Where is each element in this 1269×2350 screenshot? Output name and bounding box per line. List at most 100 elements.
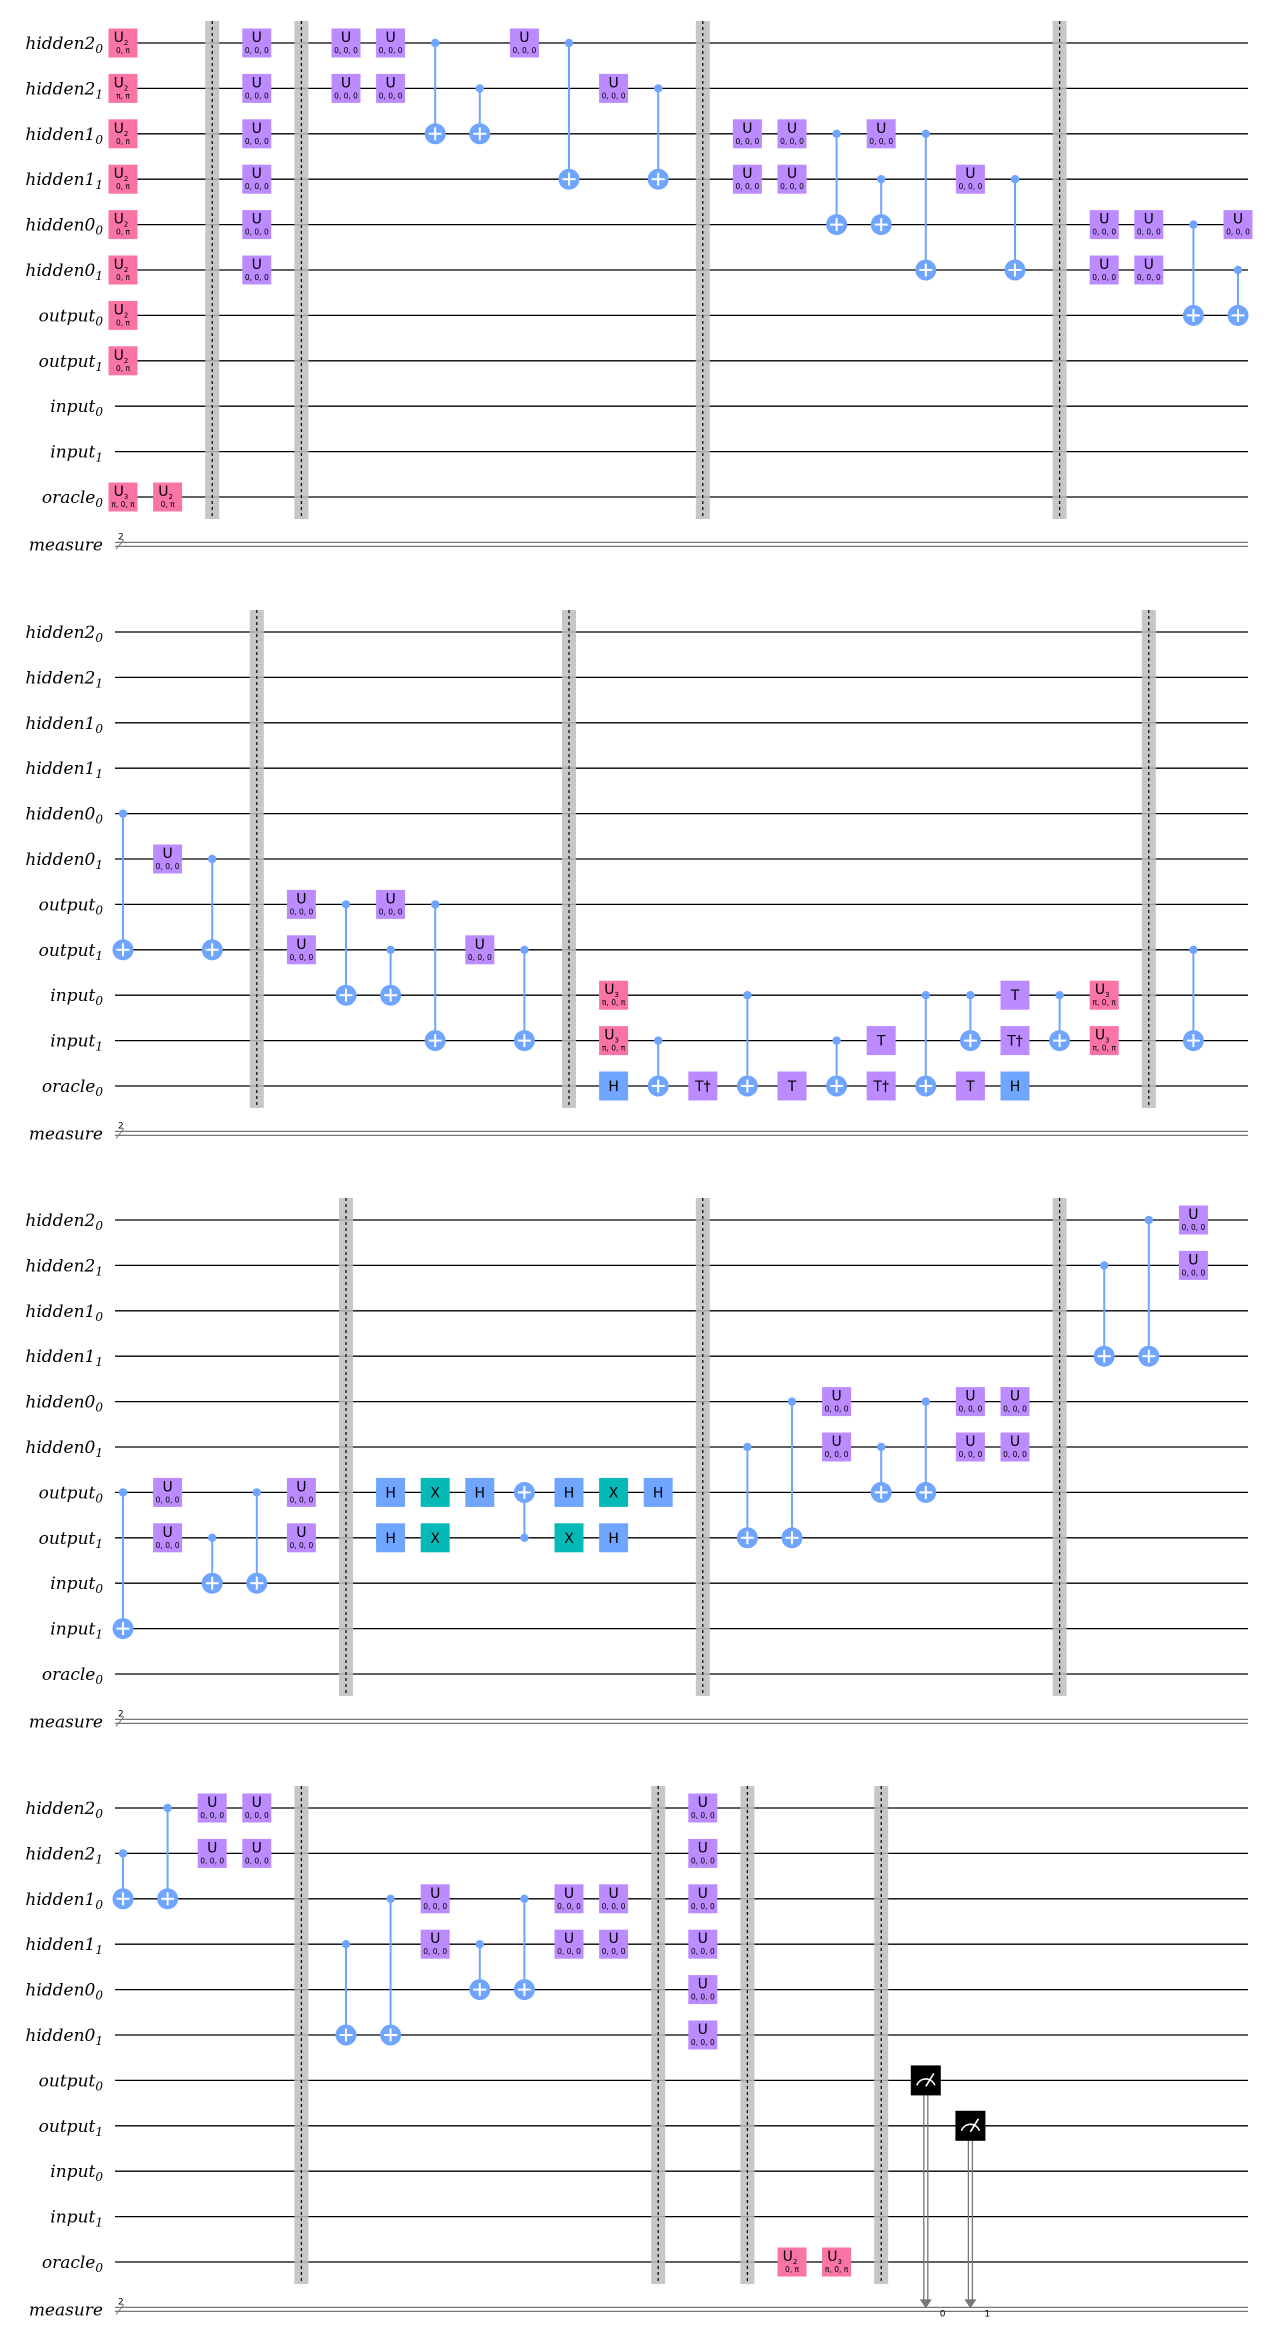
control-dot [520, 1533, 529, 1543]
control-dot [208, 854, 217, 864]
gate-label: U [1010, 1389, 1020, 1405]
qubit-label-text: hidden01 [25, 1438, 103, 1460]
u-gate: U0, 0, 0 [599, 1884, 629, 1914]
gate-label: U [698, 1840, 708, 1856]
gate-params: 0, 0, 0 [379, 46, 403, 55]
gate-label: U [608, 1931, 618, 1947]
gate-box [866, 1026, 896, 1056]
qubit-label-subscript: 0 [95, 994, 103, 1008]
gate-params: 0, 0, 0 [1226, 228, 1250, 237]
gate-box [153, 844, 183, 874]
cnot-gate [380, 1894, 402, 2046]
gate-params: π, 0, π [1093, 998, 1117, 1007]
qubit-label-subscript: 0 [95, 1673, 103, 1687]
qubit-label: input0 [50, 986, 103, 1008]
u-gate: U0, 0, 0 [822, 1387, 852, 1417]
gate-params: π, 0, π [602, 998, 626, 1007]
u-gate: U0, 0, 0 [1089, 210, 1119, 240]
gate-box [554, 1523, 584, 1553]
gate-label: U [475, 937, 485, 953]
gate-box [554, 1929, 584, 1959]
control-dot [654, 84, 663, 93]
u-gate: U0, 0, 0 [242, 28, 272, 58]
qubit-label-text: output1 [39, 352, 103, 374]
qubit-label: hidden01 [25, 1438, 103, 1460]
u-gate: U0, 0, 0 [242, 119, 272, 149]
u-gate: U0, 0, 0 [732, 119, 762, 149]
qubit-label-text: hidden11 [25, 1347, 103, 1369]
qubit-label-text: hidden21 [25, 1256, 103, 1278]
qubit-label-subscript: 1 [95, 2216, 103, 2230]
qubit-label-text: hidden11 [25, 759, 103, 781]
qubit-label: output1 [39, 941, 103, 963]
measure-arrow [964, 2299, 977, 2309]
gate-label-subscript: 3 [614, 991, 618, 999]
gate-box [331, 28, 361, 58]
gate-box [777, 164, 807, 194]
qubit-label-subscript: 1 [95, 87, 103, 101]
qubit-label-text: hidden20 [25, 1211, 103, 1233]
gate-box [688, 1793, 718, 1823]
control-dot [743, 991, 752, 1000]
gate-params: 0, 0, 0 [156, 1541, 180, 1550]
gate-params: 0, 0, 0 [1092, 228, 1116, 237]
measure-box [955, 2110, 986, 2141]
gate-params: 0, 0, 0 [156, 1495, 180, 1504]
cnot-gate [781, 1397, 803, 1549]
gate-label: U [252, 30, 262, 46]
control-dot [118, 809, 128, 818]
barrier [562, 610, 576, 1108]
gate-label: U [341, 75, 351, 91]
qubit-label-text: hidden11 [25, 1935, 103, 1957]
gate-params: 0, π [116, 273, 131, 282]
qubit-label-text: hidden10 [25, 1302, 103, 1324]
u-gate: U0, 0, 0 [1178, 1250, 1208, 1280]
gate-params: π, 0, π [111, 500, 135, 509]
gate-params: 0, 0, 0 [958, 182, 982, 191]
u-gate: U0, 0, 0 [153, 1477, 183, 1507]
qubit-label: input1 [50, 1620, 103, 1642]
qubit-label-subscript: 1 [95, 2034, 103, 2048]
gate-label: U [252, 1840, 262, 1856]
gate-label: H [608, 1531, 619, 1547]
cnot-gate [1182, 945, 1204, 1052]
gate-params: 0, 0, 0 [557, 1902, 581, 1911]
gate-params: 0, 0, 0 [200, 1856, 224, 1865]
gate-label: U [1233, 212, 1243, 228]
classical-slash [115, 539, 125, 550]
gate-box [286, 1477, 316, 1507]
cnot-gate [1138, 1215, 1160, 1367]
circuit-panel-1: hidden20 hidden21 hidden10 hidden11 hidden00… [25, 21, 1253, 555]
gate-params: 0, π [116, 318, 131, 327]
gate-label: U [876, 121, 886, 137]
cnot-gate [1227, 265, 1249, 326]
qubit-label: hidden11 [25, 1935, 103, 1957]
qubit-label-subscript: 1 [95, 2125, 103, 2139]
gate-params: 0, 0, 0 [468, 953, 492, 962]
qubit-label: hidden00 [25, 1393, 103, 1415]
gate-box [108, 164, 138, 194]
gate-label: U [296, 1479, 306, 1495]
cnot-gate [469, 84, 491, 145]
gate-params: 0, π [785, 2265, 800, 2274]
u-gate: U0, 0, 0 [955, 1387, 985, 1417]
qubit-label-text: hidden10 [25, 1890, 103, 1912]
u-gate: U0, 0, 0 [242, 73, 272, 103]
gate-label: U [296, 937, 306, 953]
qubit-label: output1 [39, 1529, 103, 1551]
gate-params: 0, 0, 0 [691, 1902, 715, 1911]
qubit-label-subscript: 0 [95, 2261, 103, 2275]
gate-label-subscript: 2 [124, 39, 128, 47]
gate-box [1089, 1026, 1119, 1056]
gate-label-subscript: 2 [124, 266, 128, 274]
u-gate: U0, 0, 0 [286, 1477, 316, 1507]
gate-box [420, 1523, 450, 1553]
cnot-gate [201, 854, 223, 961]
gate-label-subscript: 2 [124, 357, 128, 365]
gate-label: U [698, 2022, 708, 2038]
t-gate: T [777, 1071, 807, 1101]
hadamard-gate: H [554, 1477, 584, 1507]
classical-register-label: measure [29, 1124, 103, 1144]
gate-box [955, 1071, 985, 1101]
qubit-label: output1 [39, 352, 103, 374]
